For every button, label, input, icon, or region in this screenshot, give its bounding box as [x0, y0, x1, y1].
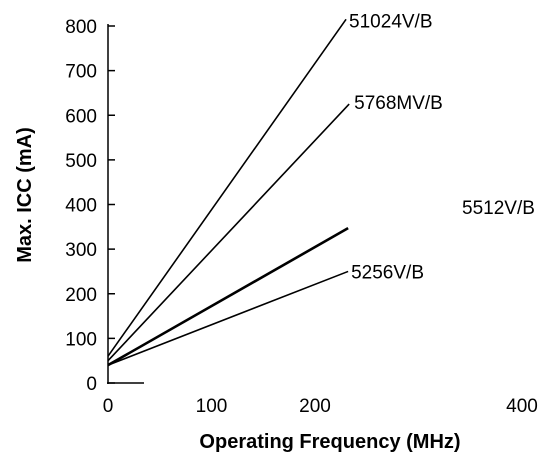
y-tick-label: 100: [65, 329, 97, 350]
y-tick-label: 800: [65, 17, 97, 38]
y-axis-title: Max. ICC (mA): [14, 127, 36, 263]
y-tick-label: 500: [65, 151, 97, 172]
series-lines: [107, 18, 350, 367]
x-axis-title: Operating Frequency (MHz): [199, 431, 460, 453]
y-ticks: 0 100 200 300 400 500 600 700 800: [65, 17, 115, 395]
series-label: 5256V/B: [351, 262, 424, 283]
y-tick-label: 0: [86, 374, 97, 395]
x-tick-label: 200: [299, 396, 331, 417]
series-label: 5768MV/B: [354, 93, 443, 114]
series-line-5256v-b: [107, 270, 349, 366]
series-line-51024v-b: [107, 18, 347, 357]
y-tick-label: 600: [65, 106, 97, 127]
series-line-5512v-b: [107, 227, 349, 367]
y-tick-label: 300: [65, 240, 97, 261]
x-tick-label: 400: [506, 396, 538, 417]
series-labels: 51024V/B 5768MV/B 5512V/B 5256V/B: [349, 11, 535, 283]
y-tick-label: 400: [65, 196, 97, 217]
x-tick-label: 0: [103, 396, 114, 417]
y-tick-label: 200: [65, 285, 97, 306]
series-line-5768mv-b: [107, 103, 350, 362]
series-label: 51024V/B: [349, 11, 432, 32]
x-ticks: 0 100 200 400: [103, 396, 538, 417]
x-tick-label: 100: [196, 396, 228, 417]
series-label: 5512V/B: [462, 198, 535, 219]
y-tick-label: 700: [65, 62, 97, 83]
